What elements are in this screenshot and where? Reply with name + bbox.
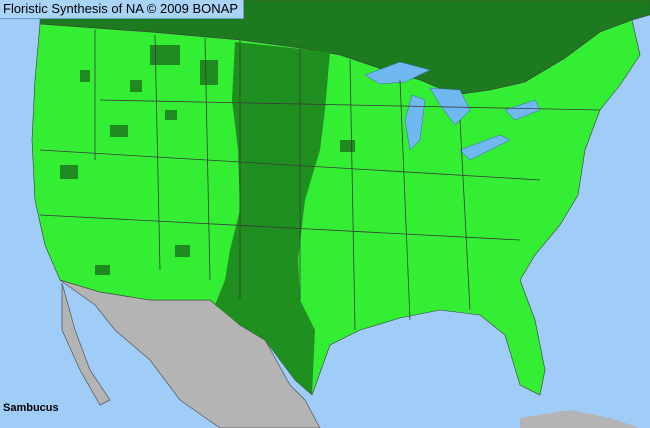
state-borders	[39, 30, 601, 331]
plains-dark-region	[215, 42, 330, 395]
great-lakes	[364, 61, 541, 161]
taxon-label: Sambucus	[3, 402, 59, 414]
cuba	[520, 410, 640, 428]
map-title: Floristic Synthesis of NA © 2009 BONAP	[0, 0, 245, 19]
